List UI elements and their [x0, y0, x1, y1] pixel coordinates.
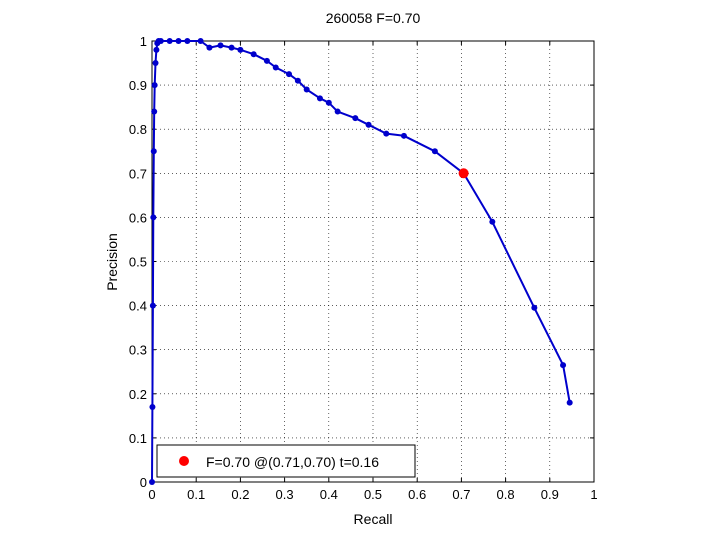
series-point	[151, 82, 158, 89]
series-point	[489, 218, 496, 225]
y-tick-label: 1	[140, 34, 147, 49]
y-tick-label: 0	[140, 475, 147, 490]
series-point	[263, 57, 270, 64]
y-tick-label: 0.3	[129, 343, 147, 358]
grid	[152, 41, 594, 482]
series-point	[383, 130, 390, 137]
series-point	[152, 60, 159, 67]
x-tick-label: 0.4	[320, 487, 338, 502]
x-axis-label: Recall	[354, 511, 393, 527]
series-point	[566, 399, 573, 406]
series-point	[150, 148, 157, 155]
legend: F=0.70 @(0.71,0.70) t=0.16	[156, 444, 416, 478]
chart-title: 260058 F=0.70	[326, 10, 421, 26]
series-point	[197, 38, 204, 44]
y-tick-label: 0.5	[129, 255, 147, 270]
series-point	[228, 44, 235, 51]
legend-box	[156, 444, 416, 478]
y-tick-label: 0.6	[129, 210, 147, 225]
y-axis-label: Precision	[104, 233, 120, 291]
axis-ticks: 0 0.1 0.2 0.3 0.4 0.5 0.6 0.7 0.8 0.9 1 0 0.1 0.2 0.3 0…	[129, 34, 598, 502]
x-tick-label: 0.1	[187, 487, 205, 502]
data-series	[149, 38, 573, 485]
series-point	[206, 44, 213, 51]
y-tick-label: 0.1	[129, 431, 147, 446]
series-point	[149, 479, 155, 485]
series-point	[150, 214, 157, 221]
series-point	[316, 95, 323, 102]
y-tick-label: 0.8	[129, 122, 147, 137]
series-point	[294, 77, 301, 84]
series-point	[325, 99, 332, 106]
series-point	[400, 132, 407, 139]
legend-entry-label: F=0.70 @(0.71,0.70) t=0.16	[206, 454, 379, 470]
series-point	[175, 38, 182, 44]
series-point	[286, 71, 293, 78]
series-point	[431, 148, 438, 155]
x-tick-label: 0.2	[231, 487, 249, 502]
y-tick-label: 0.9	[129, 78, 147, 93]
x-tick-label: 0.5	[364, 487, 382, 502]
x-tick-label: 0.3	[276, 487, 294, 502]
series-point	[166, 38, 173, 44]
series-point	[184, 38, 191, 44]
x-tick-label: 0.9	[541, 487, 559, 502]
best-f-point	[458, 168, 469, 179]
y-tick-label: 0.4	[129, 299, 147, 314]
legend-marker	[179, 456, 189, 466]
series-point	[365, 121, 372, 128]
x-tick-label: 0.7	[452, 487, 470, 502]
series-point	[531, 304, 538, 311]
x-tick-label: 0.8	[497, 487, 515, 502]
series-point	[149, 404, 156, 411]
series-point	[151, 108, 158, 115]
series-point	[217, 42, 224, 49]
series-point	[272, 64, 279, 71]
series-point	[560, 362, 567, 369]
series-point	[303, 86, 310, 93]
y-tick-label: 0.2	[129, 387, 147, 402]
x-tick-label: 0	[148, 487, 155, 502]
series-point	[157, 38, 164, 44]
series-point	[334, 108, 341, 115]
series-point	[149, 302, 156, 309]
x-tick-label: 0.6	[408, 487, 426, 502]
series-point	[352, 115, 359, 122]
x-tick-label: 1	[590, 487, 597, 502]
y-tick-label: 0.7	[129, 166, 147, 181]
series-point	[250, 51, 257, 58]
series-point	[237, 46, 244, 53]
series-point	[153, 46, 160, 53]
